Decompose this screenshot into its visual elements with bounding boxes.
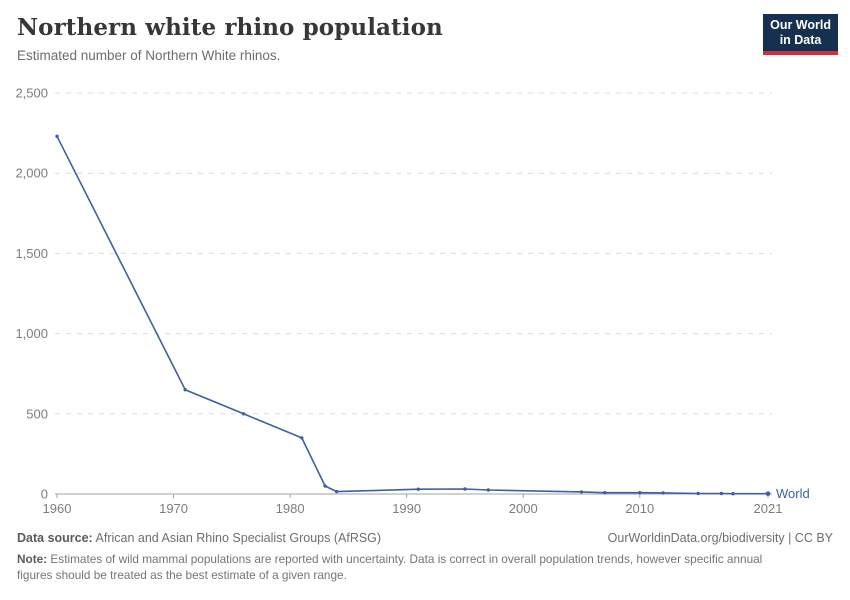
data-point[interactable] (579, 490, 584, 494)
data-source: Data source: African and Asian Rhino Spe… (17, 531, 381, 545)
data-point[interactable] (241, 412, 246, 416)
y-axis-tick-label: 2,500 (15, 86, 48, 101)
data-point[interactable] (696, 491, 700, 496)
y-axis-tick-label: 0 (41, 487, 48, 502)
x-axis-tick-label: 1970 (159, 501, 188, 516)
y-axis-tick-label: 2,000 (15, 166, 48, 181)
x-axis-tick-label: 1980 (276, 501, 305, 516)
chart-note: Note: Estimates of wild mammal populatio… (17, 552, 795, 584)
data-point[interactable] (731, 492, 735, 496)
header: Northern white rhino population Estimate… (17, 14, 737, 63)
data-point[interactable] (719, 491, 724, 496)
data-source-label: Data source: (17, 531, 93, 545)
owid-logo-line1: Our World (770, 18, 831, 32)
x-axis-tick-label: 1960 (43, 501, 72, 516)
chart-subtitle: Estimated number of Northern White rhino… (17, 48, 281, 63)
y-axis-tick-label: 500 (26, 406, 48, 421)
data-point[interactable] (486, 488, 490, 492)
data-point[interactable] (183, 388, 187, 392)
chart-canvas: 0 500 1,000 1,500 2,000 2,500 1960 1970 1980 1990… (15, 86, 810, 517)
note-label: Note: (17, 552, 48, 566)
data-point[interactable] (300, 436, 304, 440)
data-point[interactable] (603, 491, 607, 495)
note-text: Estimates of wild mammal populations are… (17, 552, 763, 582)
data-point[interactable] (638, 491, 642, 495)
data-source-text: African and Asian Rhino Specialist Group… (92, 531, 382, 545)
data-point[interactable] (416, 487, 420, 491)
source-row: Data source: African and Asian Rhino Spe… (17, 531, 833, 545)
x-axis-tick-label: 2010 (625, 501, 654, 516)
chart-footer: Data source: African and Asian Rhino Spe… (17, 531, 833, 584)
x-axis-tick-label: 2000 (509, 501, 538, 516)
data-point[interactable] (55, 134, 59, 138)
y-axis-tick-label: 1,000 (15, 326, 48, 341)
line-chart: 0 500 1,000 1,500 2,000 2,500 1960 1970 1980 1990… (0, 84, 850, 526)
data-point[interactable] (765, 491, 771, 497)
page-title: Northern white rhino population (17, 14, 443, 41)
x-axis-tick-label: 2021 (754, 501, 783, 516)
data-point[interactable] (661, 491, 665, 495)
data-point[interactable] (335, 489, 339, 494)
series-line-world[interactable] (56, 135, 768, 495)
x-axis-tick-label: 1990 (392, 501, 421, 516)
owid-logo[interactable]: Our World in Data (763, 14, 838, 55)
owid-logo-line2: in Data (779, 33, 822, 47)
series-label-world[interactable]: World (776, 486, 810, 501)
data-point[interactable] (463, 487, 467, 491)
y-axis-tick-label: 1,500 (15, 246, 48, 261)
data-point[interactable] (323, 484, 327, 488)
attribution-link[interactable]: OurWorldinData.org/biodiversity | CC BY (607, 531, 833, 545)
